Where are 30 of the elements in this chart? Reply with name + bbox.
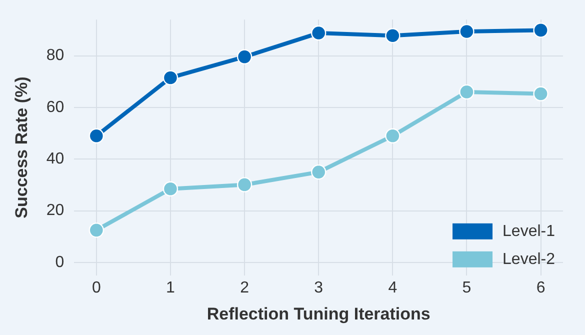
- x-axis-title: Reflection Tuning Iterations: [206, 304, 430, 324]
- point: [236, 177, 252, 192]
- point: [236, 49, 252, 64]
- point: [459, 24, 474, 40]
- point: [311, 164, 326, 180]
- point: [88, 128, 104, 144]
- x-tick-label: 4: [388, 279, 398, 296]
- point: [88, 222, 104, 238]
- x-tick-label: 0: [92, 279, 101, 296]
- point: [162, 181, 178, 196]
- x-tick-label: 3: [314, 279, 324, 296]
- point: [385, 28, 400, 44]
- y-axis-title: Success Rate (%): [12, 76, 31, 218]
- point: [385, 128, 400, 144]
- point: [459, 84, 474, 100]
- point: [533, 86, 548, 102]
- y-tick-label: 20: [46, 202, 64, 220]
- y-tick-label: 40: [46, 150, 64, 168]
- y-tick-label: 0: [55, 254, 64, 271]
- x-tick-label: 5: [462, 279, 472, 296]
- y-tick-label: 60: [46, 98, 64, 116]
- x-tick-label: 2: [240, 279, 250, 296]
- point: [533, 22, 548, 38]
- y-tick-label: 80: [46, 47, 64, 64]
- point: [162, 70, 178, 86]
- point: [311, 25, 326, 41]
- x-tick-label: 6: [536, 279, 546, 296]
- legend-label: Level-2: [502, 250, 556, 268]
- legend-label: Level-1: [502, 222, 556, 240]
- x-tick-label: 1: [166, 279, 176, 296]
